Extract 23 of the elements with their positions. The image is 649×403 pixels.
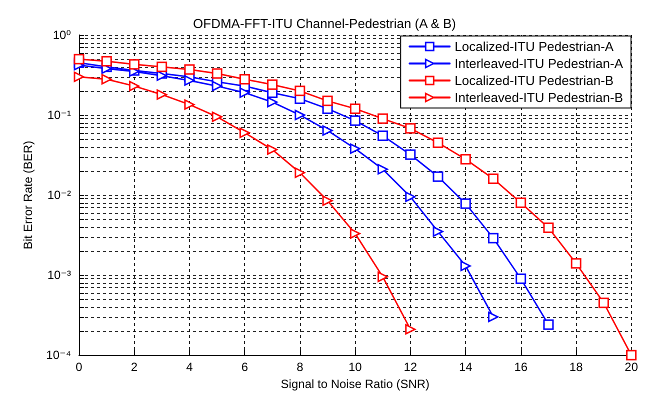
x-tick-label: 18 bbox=[569, 360, 584, 374]
x-tick-label: 12 bbox=[404, 360, 418, 374]
x-tick-label: 10 bbox=[348, 360, 362, 374]
x-tick-label: 14 bbox=[458, 360, 473, 374]
x-tick-label: 4 bbox=[186, 360, 194, 374]
chart-title: OFDMA-FFT-ITU Channel-Pedestrian (A & B) bbox=[193, 16, 456, 31]
x-tick-label: 8 bbox=[296, 360, 304, 374]
y-axis-title: Bit Error Rate (BER) bbox=[21, 140, 35, 250]
y-tick-label: 10⁻⁴ bbox=[46, 348, 71, 362]
x-tick-label: 2 bbox=[130, 360, 138, 374]
x-tick-label: 20 bbox=[624, 360, 638, 374]
y-tick-label: 10⁻¹ bbox=[47, 108, 71, 122]
y-tick-label: 10⁰ bbox=[52, 28, 72, 42]
x-axis-title: Signal to Noise Ratio (SNR) bbox=[280, 377, 430, 391]
legend-label: Localized-ITU Pedestrian-A bbox=[454, 39, 614, 54]
legend-label: Interleaved-ITU Pedestrian-B bbox=[454, 90, 624, 105]
x-tick-label: 6 bbox=[241, 360, 248, 374]
y-tick-label: 10⁻² bbox=[47, 188, 71, 202]
legend-label: Interleaved-ITU Pedestrian-A bbox=[454, 56, 624, 71]
legend-label: Localized-ITU Pedestrian-B bbox=[454, 73, 614, 88]
y-tick-label: 10⁻³ bbox=[47, 268, 71, 282]
x-tick-label: 0 bbox=[76, 360, 83, 374]
x-tick-label: 16 bbox=[514, 360, 528, 374]
